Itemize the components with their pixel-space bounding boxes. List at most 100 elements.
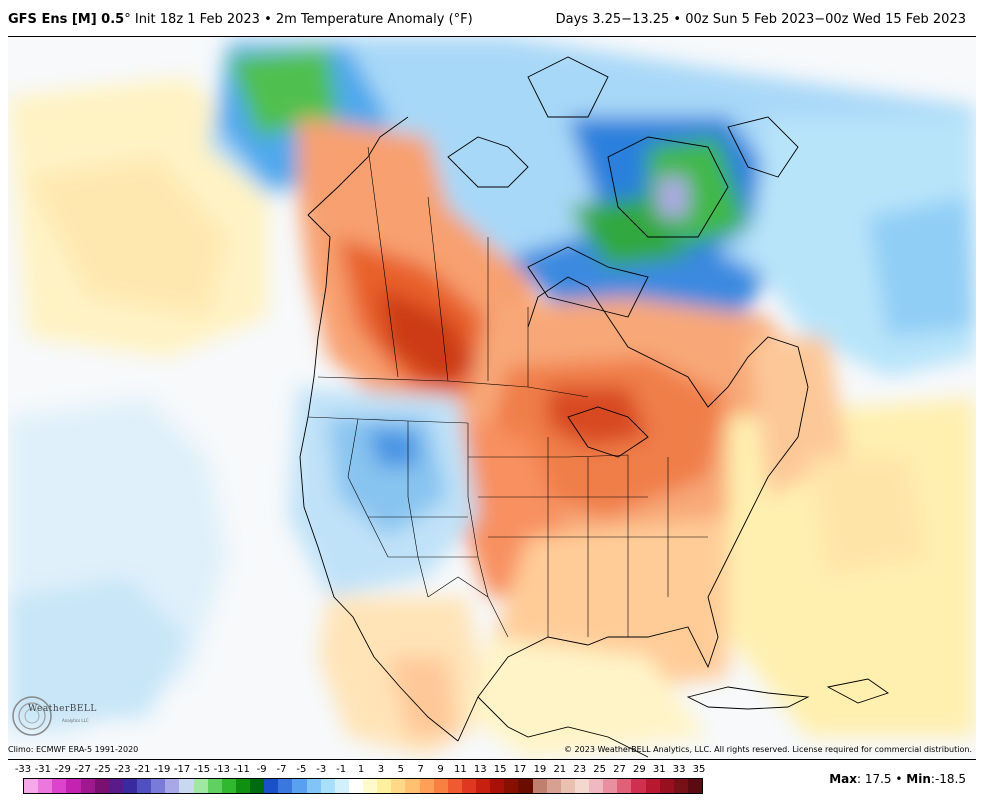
colorbar-swatch	[377, 779, 392, 793]
header: GFS Ens [M] 0.5° Init 18z 1 Feb 2023 • 2…	[0, 0, 984, 36]
colorbar-tick-label: -9	[256, 764, 267, 775]
colorbar-tick-label: -11	[233, 764, 250, 775]
colorbar-swatch	[419, 779, 434, 793]
max-label: Max	[829, 772, 857, 786]
colorbar-swatch	[546, 779, 561, 793]
colorbar-tick-label: -15	[193, 764, 211, 775]
degree-symbol: °	[124, 12, 131, 27]
colorbar-swatch	[122, 779, 137, 793]
colorbar-tick-label: -25	[94, 764, 111, 775]
colorbar-swatch	[207, 779, 222, 793]
colorbar-swatch	[659, 779, 674, 793]
min-value: -18.5	[934, 772, 966, 786]
colorbar-tick-label: 29	[632, 764, 646, 775]
min-label: Min	[906, 772, 931, 786]
colorbar-swatch	[80, 779, 95, 793]
colorbar-tick-label: 9	[437, 764, 444, 775]
logo-name: WeatherBELL	[28, 704, 97, 714]
colorbar-swatch	[476, 779, 491, 793]
colorbar-swatch	[673, 779, 688, 793]
colorbar-tick-label: -27	[74, 764, 91, 775]
colorbar-tick-label: -23	[114, 764, 131, 775]
colorbar-tick-label: 33	[672, 764, 686, 775]
colorbar-swatch	[490, 779, 505, 793]
colorbar-tick-label: 1	[357, 764, 365, 775]
colorbar-swatch	[94, 779, 109, 793]
colorbar-swatch	[24, 779, 39, 793]
colorbar-tick-label: 5	[397, 764, 404, 775]
colorbar-swatch	[589, 779, 604, 793]
map-svg	[8, 37, 976, 759]
colorbar	[23, 778, 703, 794]
colorbar-swatch	[617, 779, 632, 793]
colorbar-swatch	[221, 779, 236, 793]
weatherbell-logo: WeatherBELL Analytics LLC	[10, 692, 100, 742]
colorbar-swatch	[405, 779, 420, 793]
colorbar-swatch	[320, 779, 335, 793]
colorbar-tick-label: -31	[34, 764, 52, 775]
colorbar-swatch	[363, 779, 378, 793]
colorbar-ticks: -33 -31 -29 -27 -25 -23 -21 -19 -17 -15 -13 -11 -9 -7…	[14, 764, 706, 778]
colorbar-tick-label: -5	[296, 764, 307, 775]
colorbar-swatch	[165, 779, 180, 793]
colorbar-swatch	[235, 779, 250, 793]
colorbar-swatch	[38, 779, 53, 793]
colorbar-swatch	[603, 779, 618, 793]
title-bullet: •	[264, 12, 272, 27]
colorbar-swatch	[560, 779, 575, 793]
political-borders	[307, 146, 708, 638]
colorbar-swatch	[306, 779, 321, 793]
colorbar-tick-label: 19	[533, 764, 547, 775]
max-min-separator: •	[895, 772, 903, 786]
colorbar-tick-label: 17	[513, 764, 527, 775]
colorbar-swatch	[334, 779, 349, 793]
colorbar-tick-label: 13	[473, 764, 487, 775]
variable-name: 2m Temperature Anomaly (°F)	[275, 12, 473, 27]
colorbar-tick-label: 27	[613, 764, 626, 775]
colorbar-tick-label: -33	[14, 764, 32, 775]
colorbar-tick-label: -19	[154, 764, 171, 775]
colorbar-swatch	[504, 779, 519, 793]
colorbar-tick-label: 31	[652, 764, 666, 775]
colorbar-swatch	[348, 779, 363, 793]
colorbar-tick-label: 11	[454, 764, 467, 775]
colorbar-swatch	[52, 779, 67, 793]
colorbar-swatch	[391, 779, 406, 793]
coastlines	[299, 56, 889, 758]
copyright-note: © 2023 WeatherBELL Analytics, LLC. All r…	[564, 745, 972, 754]
anomaly-map	[8, 36, 976, 760]
colorbar-swatch	[151, 779, 166, 793]
colorbar-tick-label: -7	[276, 764, 287, 775]
colorbar-tick-label: 23	[573, 764, 587, 775]
max-min-readout: Max: 17.5 • Min:-18.5	[829, 772, 966, 786]
colorbar-tick-label: -13	[213, 764, 230, 775]
colorbar-swatch	[193, 779, 208, 793]
anomaly-field	[8, 37, 976, 759]
colorbar-tick-label: -17	[173, 764, 191, 775]
colorbar-swatch	[631, 779, 646, 793]
colorbar-tick-label: 25	[593, 764, 606, 775]
colorbar-swatch	[518, 779, 533, 793]
colorbar-swatch	[433, 779, 448, 793]
colorbar-tick-label: 15	[493, 764, 507, 775]
colorbar-swatch	[447, 779, 462, 793]
colorbar-swatch	[532, 779, 547, 793]
colorbar-swatch	[250, 779, 265, 793]
colorbar-swatch	[645, 779, 660, 793]
colorbar-swatch	[179, 779, 194, 793]
colorbar-tick-label: -1	[336, 764, 347, 775]
colorbar-swatch	[687, 779, 702, 793]
colorbar-swatch	[292, 779, 307, 793]
colorbar-swatch	[461, 779, 476, 793]
colorbar-swatch	[574, 779, 589, 793]
swirl-icon	[12, 696, 52, 736]
max-value: 17.5	[864, 772, 892, 786]
init-time: Init 18z 1 Feb 2023	[134, 12, 260, 27]
model-name: GFS Ens [M] 0.5	[8, 12, 125, 27]
colorbar-tick-label: -29	[54, 764, 71, 775]
colorbar-tick-label: 3	[377, 764, 385, 775]
logo-sub: Analytics LLC	[62, 718, 89, 723]
climo-note: Climo: ECMWF ERA-5 1991-2020	[8, 745, 139, 754]
colorbar-tick-label: 7	[417, 764, 424, 775]
colorbar-tick-label: -3	[316, 764, 327, 775]
